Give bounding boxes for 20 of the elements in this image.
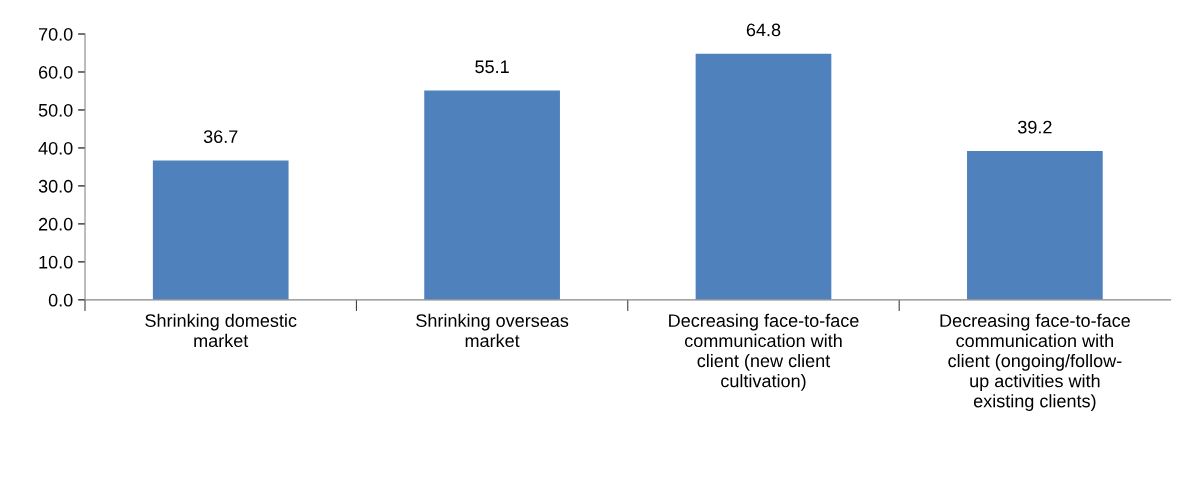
y-tick-label: 50.0	[38, 103, 73, 117]
data-label: 39.2	[1018, 120, 1052, 134]
data-label: 64.8	[746, 23, 781, 37]
x-tick-label: Shrinking overseas market	[416, 313, 569, 348]
y-tick-label: 0.0	[48, 293, 73, 307]
y-tick-label: 60.0	[38, 65, 73, 79]
y-tick-label: 20.0	[38, 217, 73, 231]
x-tick-label: Shrinking domestic market	[145, 313, 297, 348]
bar	[152, 160, 289, 300]
y-tick-label: 40.0	[38, 141, 73, 155]
data-label: 36.7	[203, 130, 238, 144]
y-tick-label: 30.0	[38, 179, 73, 193]
x-tick-label: Decreasing face-to-face communication with client (new client cultivation)	[669, 313, 859, 391]
x-tick-label: Decreasing face-to-face communication with client (ongoing/follow- up activities with existing clients)	[940, 313, 1130, 411]
bar	[695, 53, 832, 300]
bar	[967, 150, 1103, 300]
y-tick-label: 10.0	[39, 255, 73, 269]
bar	[424, 90, 560, 300]
y-tick-label: 70.0	[39, 27, 73, 41]
data-label: 55.1	[475, 60, 509, 74]
